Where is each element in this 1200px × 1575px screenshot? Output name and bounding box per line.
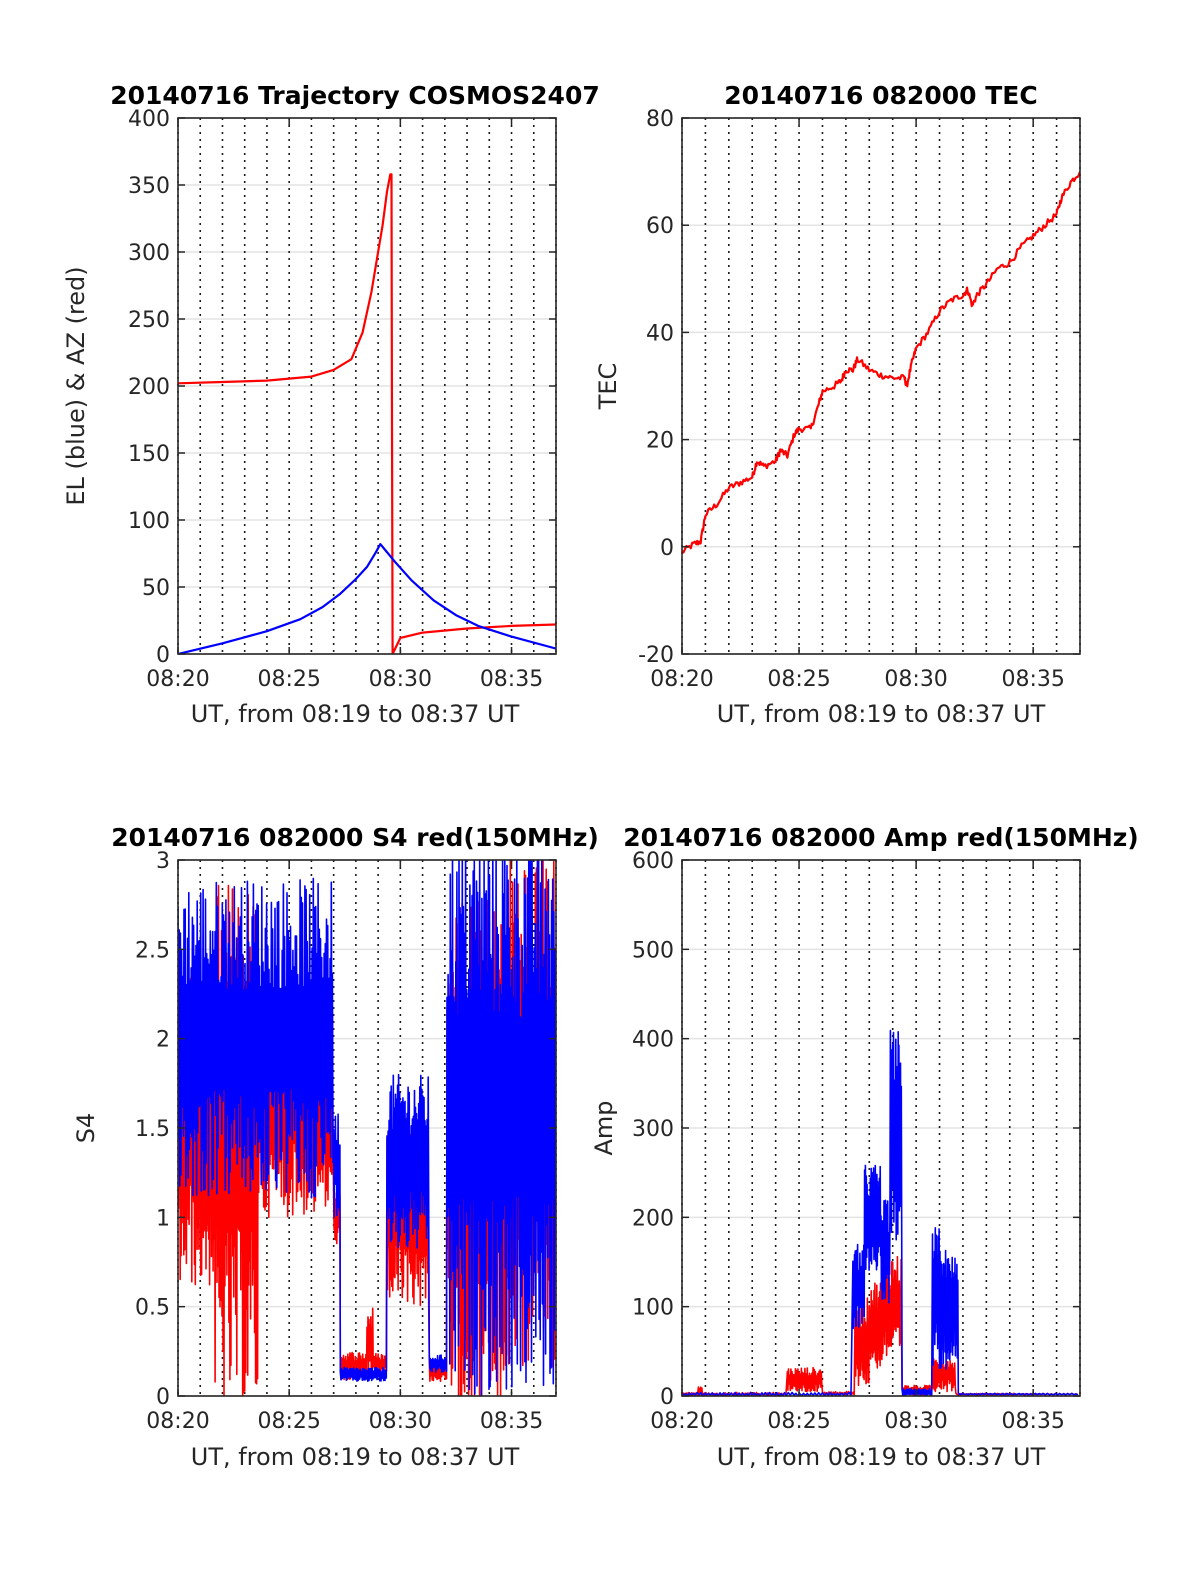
y-tick-label: 0 — [660, 536, 674, 561]
x-tick-label: 08:25 — [767, 1409, 830, 1434]
y-tick-label: 600 — [632, 849, 674, 874]
amp-panel: 20140716 082000 Amp red(150MHz) UT, from… — [590, 823, 1139, 1471]
trajectory-title: 20140716 Trajectory COSMOS2407 — [110, 81, 600, 110]
y-tick-label: 3 — [156, 849, 170, 874]
tec-ylabel: TEC — [594, 363, 622, 411]
x-tick-label: 08:20 — [650, 1409, 713, 1434]
x-tick-label: 08:30 — [884, 1409, 947, 1434]
y-tick-label: 2.5 — [135, 938, 170, 963]
y-tick-label: 80 — [646, 107, 674, 132]
y-tick-label: 100 — [128, 509, 170, 534]
s4-title: 20140716 082000 S4 red(150MHz) — [111, 823, 599, 852]
amp-xlabel: UT, from 08:19 to 08:37 UT — [717, 1443, 1046, 1471]
y-tick-label: 40 — [646, 321, 674, 346]
x-tick-label: 08:30 — [369, 667, 432, 692]
x-tick-label: 08:20 — [146, 667, 209, 692]
trajectory-panel: 20140716 Trajectory COSMOS2407 UT, from … — [62, 81, 600, 728]
y-tick-label: 20 — [646, 429, 674, 454]
y-tick-label: 400 — [128, 107, 170, 132]
y-tick-label: 0 — [156, 643, 170, 668]
y-tick-label: 0.5 — [135, 1296, 170, 1321]
x-tick-label: 08:35 — [1001, 667, 1064, 692]
amp-ylabel: Amp — [590, 1100, 618, 1155]
series-line — [682, 171, 1080, 554]
x-tick-label: 08:35 — [480, 667, 543, 692]
tec-title: 20140716 082000 TEC — [724, 81, 1037, 110]
s4-ylabel: S4 — [72, 1113, 100, 1144]
y-tick-label: 350 — [128, 174, 170, 199]
x-tick-label: 08:20 — [146, 1409, 209, 1434]
series-group — [178, 173, 556, 654]
axes-box — [681, 117, 1081, 655]
trajectory-xlabel: UT, from 08:19 to 08:37 UT — [191, 700, 520, 728]
series-line — [178, 173, 556, 654]
y-tick-label: 0 — [156, 1385, 170, 1410]
trajectory-ylabel: EL (blue) & AZ (red) — [62, 266, 90, 505]
s4-xlabel: UT, from 08:19 to 08:37 UT — [191, 1443, 520, 1471]
amp-title: 20140716 082000 Amp red(150MHz) — [623, 823, 1139, 852]
x-tick-label: 08:25 — [257, 667, 320, 692]
y-tick-label: 250 — [128, 308, 170, 333]
y-tick-label: 1.5 — [135, 1117, 170, 1142]
x-tick-label: 08:35 — [1001, 1409, 1064, 1434]
x-tick-label: 08:25 — [767, 667, 830, 692]
y-tick-label: 300 — [128, 241, 170, 266]
y-tick-label: 1 — [156, 1206, 170, 1231]
y-tick-label: 300 — [632, 1117, 674, 1142]
y-tick-label: 50 — [142, 576, 170, 601]
y-tick-label: 100 — [632, 1296, 674, 1321]
y-tick-label: 200 — [128, 375, 170, 400]
y-tick-label: 400 — [632, 1028, 674, 1053]
y-tick-label: -20 — [638, 643, 674, 668]
x-tick-label: 08:35 — [480, 1409, 543, 1434]
tec-xlabel: UT, from 08:19 to 08:37 UT — [717, 700, 1046, 728]
x-tick-label: 08:20 — [650, 667, 713, 692]
series-line — [178, 543, 556, 654]
series-group — [178, 860, 556, 1396]
x-tick-label: 08:25 — [257, 1409, 320, 1434]
tec-panel: 20140716 082000 TEC UT, from 08:19 to 08… — [594, 81, 1081, 728]
y-tick-label: 500 — [632, 938, 674, 963]
series-line — [178, 860, 556, 1396]
x-tick-label: 08:30 — [369, 1409, 432, 1434]
y-tick-label: 200 — [632, 1206, 674, 1231]
y-tick-label: 0 — [660, 1385, 674, 1410]
y-tick-label: 150 — [128, 442, 170, 467]
s4-panel: 20140716 082000 S4 red(150MHz) UT, from … — [72, 823, 599, 1471]
y-tick-label: 60 — [646, 214, 674, 239]
y-tick-label: 2 — [156, 1028, 170, 1053]
series-group — [682, 171, 1080, 554]
x-tick-label: 08:30 — [884, 667, 947, 692]
